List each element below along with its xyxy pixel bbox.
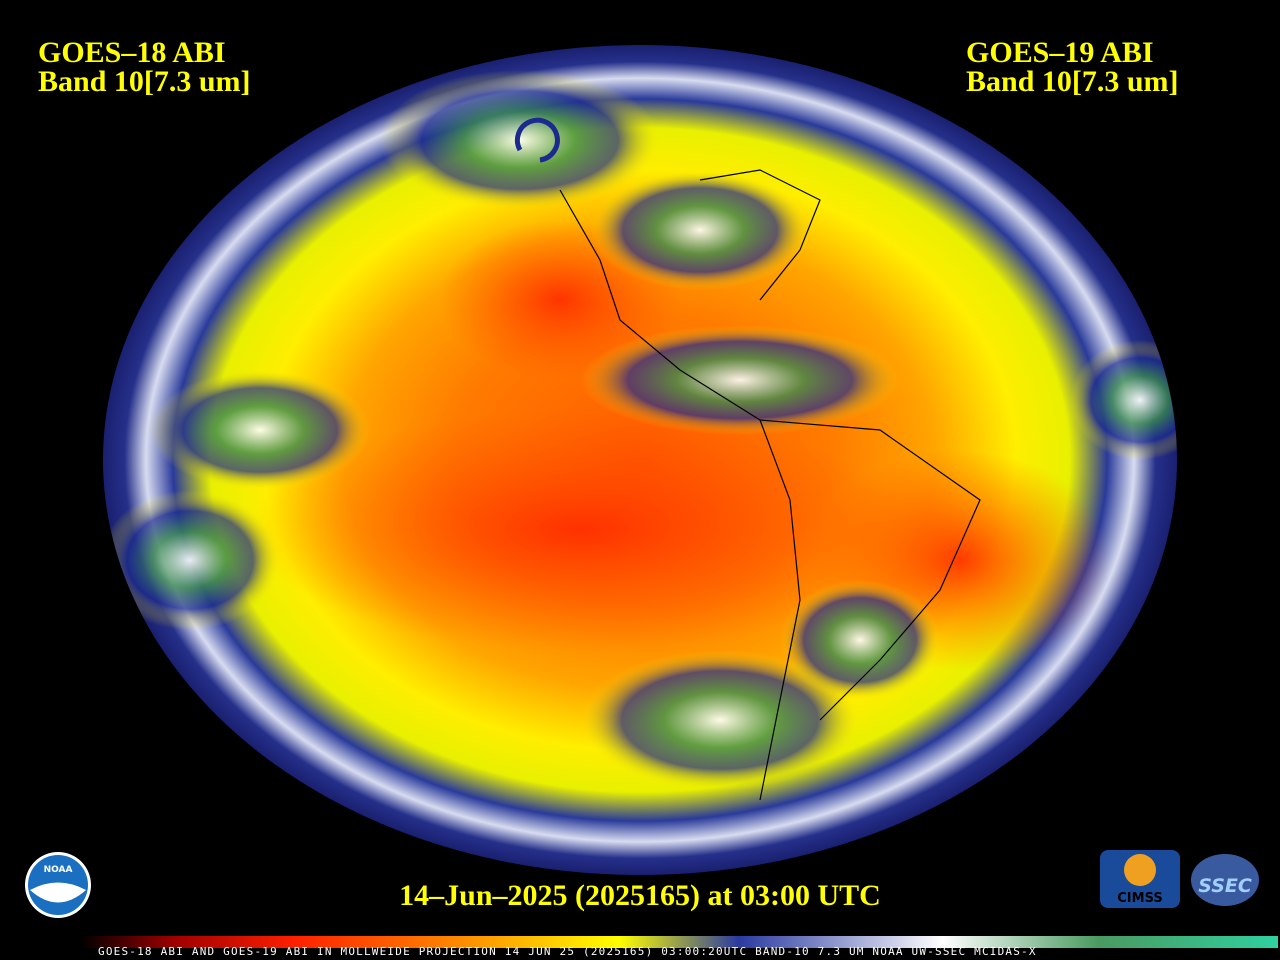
logo-wave bbox=[30, 882, 86, 903]
timestamp: 14–Jun–2025 (2025165) at 03:00 UTC bbox=[399, 879, 881, 912]
right-band: Band 10[7.3 um] bbox=[966, 65, 1179, 98]
coastline bbox=[559, 189, 981, 801]
cyclone bbox=[514, 117, 560, 163]
cimss-logo: CIMSS bbox=[1100, 850, 1180, 908]
coastline bbox=[699, 169, 821, 301]
cloud-band bbox=[1070, 340, 1177, 460]
cimss-label: CIMSS bbox=[1117, 891, 1162, 906]
caption: GOES-18 ABI AND GOES-19 ABI IN MOLLWEIDE… bbox=[98, 945, 1037, 958]
cloud-band bbox=[103, 490, 280, 630]
cloud-band bbox=[380, 70, 660, 210]
left-satellite: GOES–18 ABI bbox=[38, 36, 226, 69]
color-scale bbox=[80, 936, 1278, 948]
cloud-band bbox=[590, 170, 810, 290]
cloud-band bbox=[580, 325, 900, 435]
logo-globe bbox=[1191, 854, 1259, 906]
noaa-logo: NOAA bbox=[25, 852, 91, 918]
dry-region bbox=[250, 410, 910, 650]
noaa-label: NOAA bbox=[44, 865, 73, 875]
weather-features bbox=[103, 70, 1177, 801]
ssec-logo: SSEC bbox=[1191, 854, 1259, 906]
left-band: Band 10[7.3 um] bbox=[38, 65, 251, 98]
cloud-band bbox=[150, 370, 370, 490]
right-satellite: GOES–19 ABI bbox=[966, 36, 1154, 69]
cloud-band bbox=[780, 580, 940, 700]
logo-globe bbox=[1124, 854, 1156, 886]
cloud-band bbox=[580, 650, 860, 790]
ssec-label: SSEC bbox=[1198, 875, 1252, 897]
